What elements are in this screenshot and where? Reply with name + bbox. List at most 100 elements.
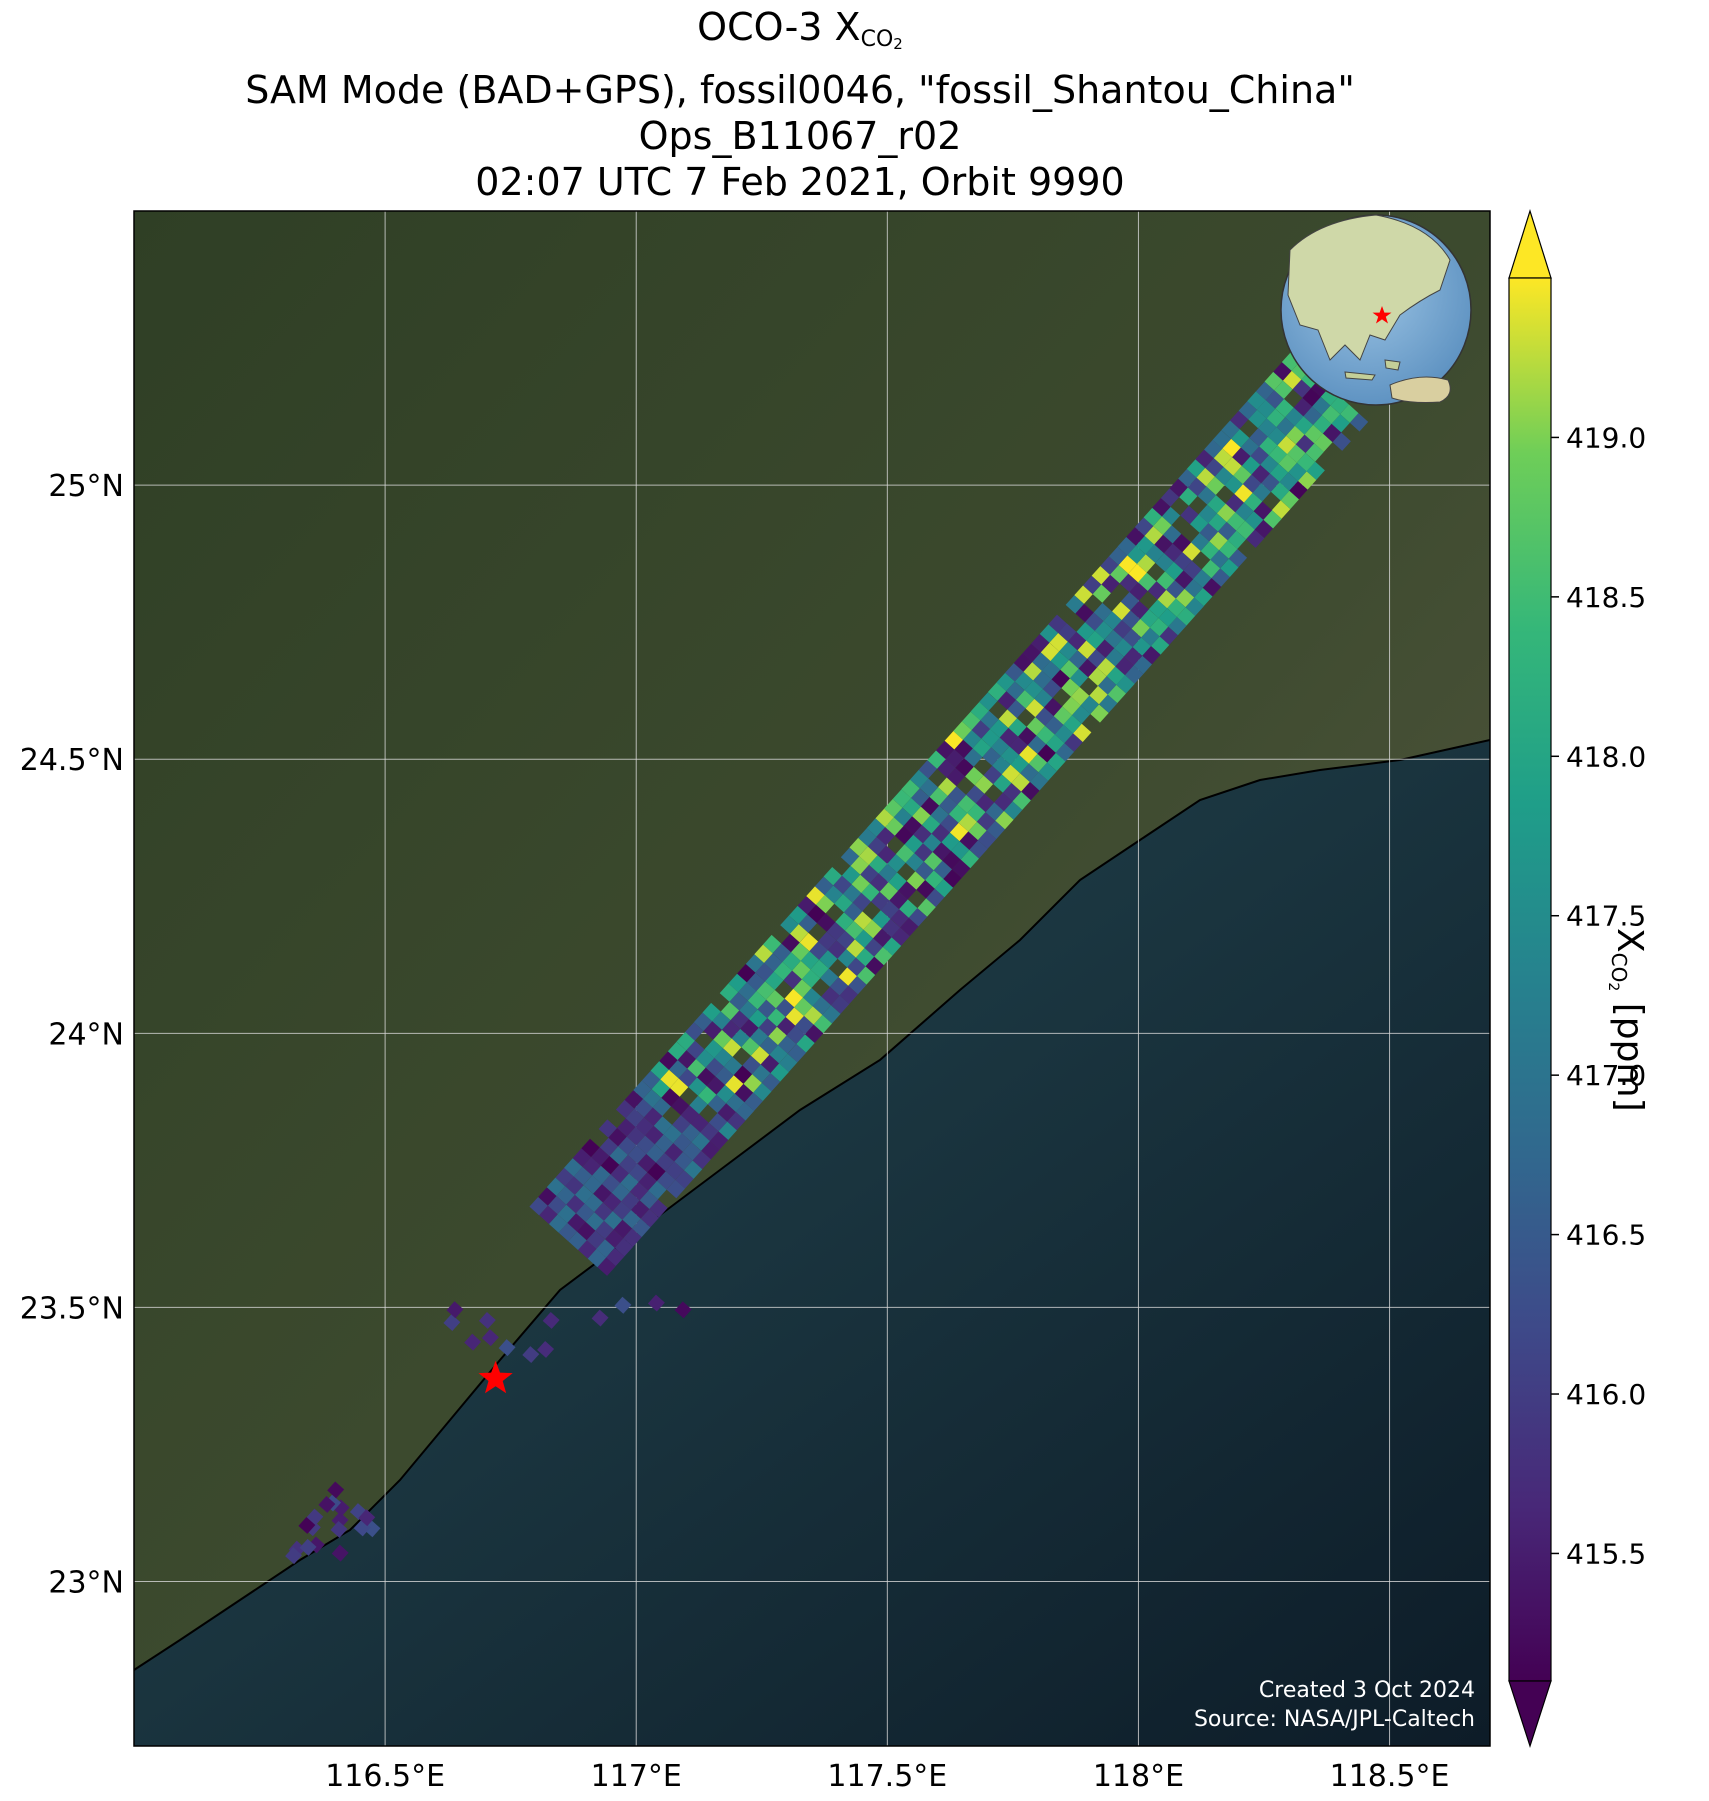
xco2-pixel xyxy=(572,1148,592,1167)
colorbar-tick-label: 418.5 xyxy=(1566,581,1646,614)
xco2-pixel xyxy=(1293,397,1313,417)
xco2-pixel xyxy=(1042,679,1062,698)
xco2-pixel xyxy=(1205,458,1224,477)
xco2-pixel xyxy=(1202,578,1222,597)
colorbar-tick-label: 415.5 xyxy=(1566,1537,1646,1570)
longitude-tick-labels: 116.5°E 117°E 117.5°E 118°E 118.5°E xyxy=(325,1759,1449,1794)
xco2-pixel xyxy=(1201,559,1221,579)
xco2-pixel xyxy=(776,1017,796,1036)
latitude-tick-labels: 23°N 23.5°N 24°N 24.5°N 25°N xyxy=(20,469,124,1600)
xco2-pixel xyxy=(948,804,968,823)
xco2-pixel xyxy=(1253,501,1272,520)
created-credit: Created 3 Oct 2024 xyxy=(1259,1678,1475,1703)
xco2-pixel xyxy=(587,1248,607,1268)
colorbar-ticks: 415.5 416.0 416.5 417.0 417.5 418.0 418.5 419.0 xyxy=(1551,421,1646,1570)
xco2-pixel xyxy=(964,748,983,767)
xco2-pixel xyxy=(1249,428,1268,447)
xco2-pixel xyxy=(1255,381,1275,401)
xco2-pixel xyxy=(966,785,985,804)
xco2-pixel xyxy=(915,861,934,881)
xco2-pixel xyxy=(612,1201,631,1220)
xco2-pixel xyxy=(770,1063,789,1082)
xco2-pixel xyxy=(904,834,923,854)
xco2-pixel xyxy=(1003,801,1023,820)
xco2-pixel xyxy=(537,1340,555,1358)
colorbar-extend-bottom xyxy=(1508,1680,1552,1748)
globe-australia-landmass xyxy=(1389,376,1451,403)
xco2-pixel xyxy=(1268,445,1288,464)
xco2-pixel xyxy=(634,1098,653,1118)
xco2-pixel xyxy=(743,1074,762,1093)
xco2-pixel xyxy=(1093,602,1113,622)
xco2-pixel xyxy=(961,711,981,731)
xco2-pixel xyxy=(784,988,803,1008)
xco2-pixel xyxy=(299,1538,317,1556)
xco2-pixel xyxy=(742,1055,761,1075)
globe-indonesia-islands xyxy=(1344,359,1401,381)
xco2-pixel xyxy=(821,986,840,1006)
xco2-pixel xyxy=(855,948,875,967)
xco2-pixel xyxy=(617,1118,636,1137)
xco2-pixel xyxy=(885,817,904,836)
xco2-pixel xyxy=(1076,622,1095,641)
xco2-pixel xyxy=(1077,640,1096,659)
title-line-4: 02:07 UTC 7 Feb 2021, Orbit 9990 xyxy=(475,160,1125,204)
xco2-pixel xyxy=(1282,370,1302,390)
xco2-pixel xyxy=(981,729,1000,748)
xco2-pixel xyxy=(1276,417,1295,436)
xco2-pixel xyxy=(566,1194,585,1214)
colorbar-tick-label: 419.0 xyxy=(1566,421,1646,454)
xco2-pixel xyxy=(1089,685,1108,705)
xco2-pixel xyxy=(1126,527,1145,546)
xco2-pixel xyxy=(888,872,907,891)
xco2-pixel xyxy=(641,1070,661,1090)
xco2-pixel xyxy=(932,842,951,861)
xco2-pixel xyxy=(605,1229,624,1248)
xco2-pixel xyxy=(1025,698,1044,718)
xco2-pixel xyxy=(1108,546,1128,566)
xco2-pixel xyxy=(1087,649,1106,668)
xco2-pixel xyxy=(1158,608,1177,627)
xco2-pixel xyxy=(927,750,946,769)
xco2-pixel xyxy=(661,1088,680,1107)
xco2-pixel xyxy=(1027,735,1047,754)
xco2-pixel xyxy=(1264,371,1283,391)
xco2-pixel xyxy=(788,905,808,925)
xco2-pixel xyxy=(298,1516,316,1534)
xco2-pixel xyxy=(600,1156,620,1175)
xco2-pixel xyxy=(478,1311,496,1329)
xco2-pixel xyxy=(1185,597,1204,616)
xco2-pixel xyxy=(787,1044,807,1063)
xco2-pixel xyxy=(1222,438,1241,458)
xco2-pixel xyxy=(755,963,774,982)
xco2-pixel xyxy=(1033,670,1052,690)
xco2-pixel xyxy=(659,1051,678,1070)
xco2-pixel xyxy=(900,917,919,937)
xco2-pixel xyxy=(598,1119,617,1138)
colorbar-extend-top xyxy=(1508,208,1552,279)
xco2-pixel xyxy=(1065,595,1084,614)
map-area: Created 3 Oct 2024 Source: NASA/JPL-Calt… xyxy=(134,211,1490,1746)
colorbar: 415.5 416.0 416.5 417.0 417.5 418.0 418.5 419.0 xyxy=(1508,208,1646,1748)
xco2-pixel xyxy=(1119,573,1138,593)
xco2-pixel xyxy=(1060,660,1079,679)
xco2-pixel xyxy=(1238,401,1257,420)
xco2-pixel xyxy=(1221,420,1240,439)
xco2-pixel xyxy=(719,983,739,1002)
xco2-pixel xyxy=(869,873,889,892)
xco2-pixel xyxy=(1209,531,1228,551)
xco2-pixel xyxy=(834,894,853,913)
xco2-pixel xyxy=(446,1301,464,1319)
map-title: OCO-3 XCO2 SAM Mode (BAD+GPS), fossil004… xyxy=(0,4,1600,205)
xco2-pixel xyxy=(654,1134,674,1153)
xco2-pixel xyxy=(542,1311,560,1329)
xco2-pixel xyxy=(632,1218,651,1238)
xco2-pixel xyxy=(959,831,978,850)
xco2-pixel xyxy=(875,808,894,828)
xco2-pixel xyxy=(1141,627,1160,647)
xco2-pixel xyxy=(819,950,838,969)
xco2-pixel xyxy=(582,1157,601,1176)
xco2-pixel xyxy=(698,1086,717,1105)
xco2-pixel xyxy=(556,1186,575,1205)
